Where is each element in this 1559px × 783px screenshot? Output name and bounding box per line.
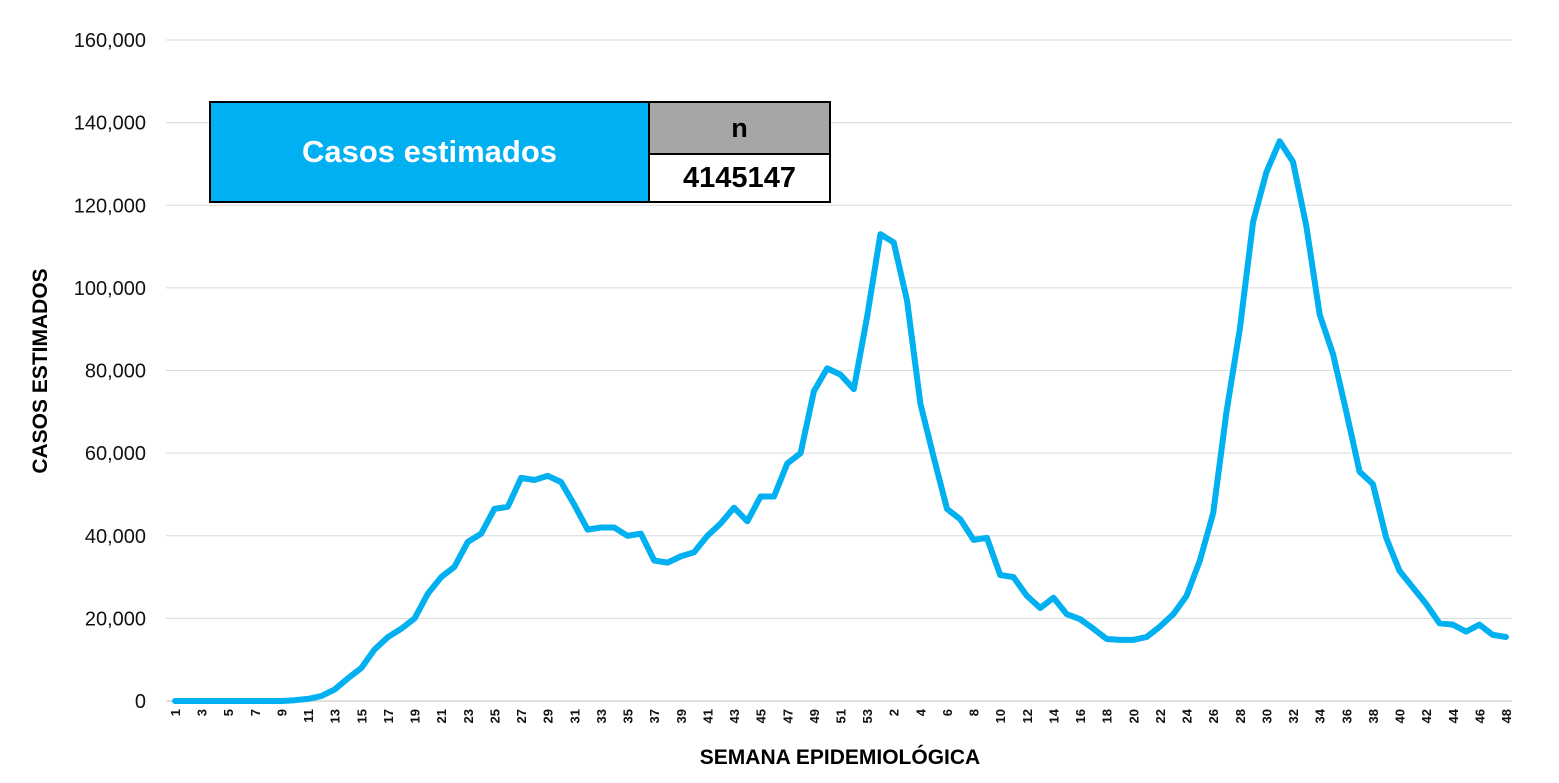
x-tick-label: 20	[1126, 709, 1141, 723]
x-tick-label: 13	[328, 709, 343, 723]
x-tick-label: 25	[487, 709, 502, 723]
x-tick-label: 17	[381, 709, 396, 723]
y-tick-label: 0	[135, 691, 146, 713]
x-tick-label: 19	[408, 709, 423, 723]
x-tick-label: 18	[1100, 709, 1115, 723]
x-tick-label: 42	[1419, 709, 1434, 723]
x-tick-label: 3	[195, 709, 210, 716]
summary-header-cell: n	[650, 103, 829, 155]
x-tick-label: 40	[1393, 709, 1408, 723]
y-tick-label: 100,000	[74, 278, 146, 300]
x-tick-label: 43	[727, 709, 742, 723]
x-tick-label: 9	[274, 709, 289, 716]
x-tick-label: 53	[860, 709, 875, 723]
x-tick-label: 32	[1286, 709, 1301, 723]
x-tick-label: 36	[1339, 709, 1354, 723]
x-tick-label: 49	[807, 709, 822, 723]
x-tick-label: 31	[567, 709, 582, 723]
x-tick-label: 39	[674, 709, 689, 723]
x-tick-label: 48	[1499, 709, 1514, 723]
x-tick-label: 1	[168, 709, 183, 716]
x-tick-label: 46	[1472, 709, 1487, 723]
x-tick-label: 5	[221, 709, 236, 716]
x-tick-label: 27	[514, 709, 529, 723]
series-line-casos-estimados	[172, 138, 1509, 704]
x-tick-label: 47	[780, 709, 795, 723]
summary-value-cell: 4145147	[650, 155, 829, 201]
x-tick-label: 44	[1446, 708, 1461, 723]
x-tick-label: 10	[993, 709, 1008, 723]
y-tick-label: 20,000	[85, 608, 146, 630]
x-tick-label: 6	[940, 709, 955, 716]
x-axis-ticks: 1 3 5 7 9 11 13 15 17 19 21 23 25 27 29 31 33 35 37 39 41 43 4…	[168, 708, 1514, 723]
summary-value-column: n 4145147	[650, 103, 829, 201]
summary-table: Casos estimados n 4145147	[209, 101, 831, 203]
x-tick-label: 24	[1180, 708, 1195, 723]
x-tick-label: 41	[700, 709, 715, 723]
x-tick-label: 21	[434, 709, 449, 723]
x-tick-label: 30	[1259, 709, 1274, 723]
y-tick-label: 80,000	[85, 361, 146, 383]
y-axis-title: CASOS ESTIMADOS	[29, 268, 52, 473]
x-tick-label: 34	[1313, 708, 1328, 723]
x-tick-label: 14	[1046, 708, 1061, 723]
x-tick-label: 7	[248, 709, 263, 716]
x-tick-label: 51	[834, 709, 849, 723]
x-tick-label: 22	[1153, 709, 1168, 723]
x-tick-label: 11	[301, 709, 316, 723]
x-tick-label: 45	[754, 709, 769, 723]
y-tick-label: 40,000	[85, 526, 146, 548]
x-tick-label: 38	[1366, 709, 1381, 723]
x-tick-label: 15	[354, 709, 369, 723]
x-tick-label: 16	[1073, 709, 1088, 723]
x-tick-label: 26	[1206, 709, 1221, 723]
x-tick-label: 12	[1020, 709, 1035, 723]
y-tick-label: 120,000	[74, 195, 146, 217]
x-tick-label: 37	[647, 709, 662, 723]
x-tick-label: 33	[594, 709, 609, 723]
summary-label-cell: Casos estimados	[211, 103, 650, 201]
y-tick-label: 160,000	[74, 30, 146, 52]
y-tick-label: 60,000	[85, 443, 146, 465]
x-tick-label: 23	[461, 709, 476, 723]
y-axis-ticks: 0 20,000 40,000 60,000 80,000 100,000 120,000 1…	[74, 30, 146, 713]
x-tick-label: 28	[1233, 709, 1248, 723]
x-axis-title: SEMANA EPIDEMIOLÓGICA	[700, 745, 980, 769]
x-tick-label: 35	[621, 709, 636, 723]
x-tick-label: 29	[541, 709, 556, 723]
x-tick-label: 2	[887, 709, 902, 716]
y-tick-label: 140,000	[74, 113, 146, 135]
x-tick-label: 4	[913, 708, 928, 716]
summary-label: Casos estimados	[302, 134, 557, 169]
x-tick-label: 8	[967, 709, 982, 716]
